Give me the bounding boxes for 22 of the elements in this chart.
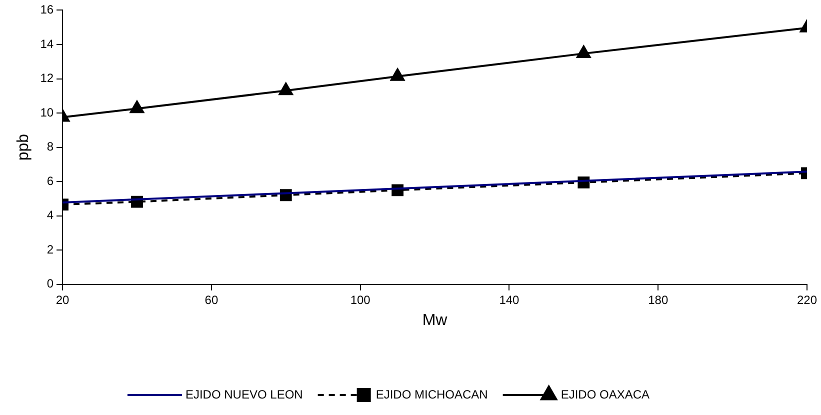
x-tick-label: 60 <box>204 292 218 307</box>
x-tick-label: 140 <box>499 292 520 307</box>
y-tick-label: 2 <box>46 242 54 256</box>
x-tick-label: 220 <box>796 292 818 307</box>
y-tick-label: 4 <box>46 208 54 222</box>
point <box>278 82 293 96</box>
x-tick-label: 180 <box>648 292 668 307</box>
x-tick-label: 100 <box>350 292 371 307</box>
point <box>390 68 405 81</box>
legend-label: EJIDO OAXACA <box>560 387 650 402</box>
y-tick-label: 8 <box>46 140 54 154</box>
legend-label: EJIDO NUEVO LEON <box>185 387 303 402</box>
x-tick-label: 20 <box>56 292 70 307</box>
y-tick-label: 0 <box>46 276 54 291</box>
x-axis-title: Mw <box>422 312 448 329</box>
legend-label: EJIDO MICHOACAN <box>376 387 488 402</box>
y-tick-label: 14 <box>40 36 54 51</box>
y-tick-label: 12 <box>40 71 54 86</box>
y-tick-label: 16 <box>40 2 54 17</box>
y-tick-label: 10 <box>40 105 54 120</box>
y-axis-title: ppb <box>15 134 32 161</box>
y-tick-label: 6 <box>46 174 54 188</box>
